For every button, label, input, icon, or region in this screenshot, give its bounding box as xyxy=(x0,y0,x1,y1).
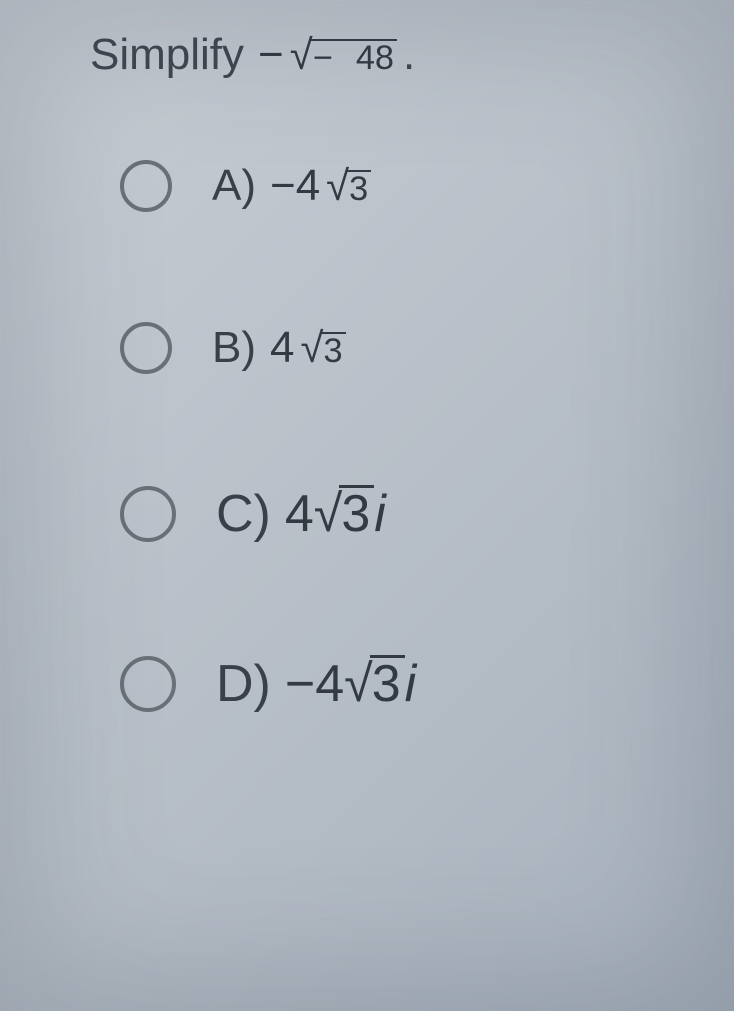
sqrt-symbol: √ 3 xyxy=(344,655,404,710)
option-letter: C) xyxy=(216,484,271,544)
option-expression: −4 √ 3 i xyxy=(285,654,416,714)
question-prompt: Simplify − √ − 48 . xyxy=(90,30,694,80)
option-expression: −4 √ 3 xyxy=(270,161,371,211)
sqrt-symbol: √ 3 xyxy=(314,485,374,540)
option-b[interactable]: B) 4 √ 3 xyxy=(120,322,694,374)
sqrt-symbol: √ 3 xyxy=(326,165,371,207)
radio-icon[interactable] xyxy=(120,656,176,712)
option-letter: B) xyxy=(212,323,256,373)
question-radicand: − 48 xyxy=(310,39,397,75)
question-container: Simplify − √ − 48 . A) −4 xyxy=(0,0,734,714)
option-expression: 4 √ 3 xyxy=(270,323,346,373)
option-letter: A) xyxy=(212,161,256,211)
prompt-word: Simplify xyxy=(90,30,244,80)
sqrt-symbol: √ 3 xyxy=(300,327,345,369)
option-c[interactable]: C) 4 √ 3 i xyxy=(120,484,694,544)
radio-icon[interactable] xyxy=(120,160,172,212)
question-period: . xyxy=(403,30,415,80)
imaginary-i: i xyxy=(405,654,417,714)
option-expression: 4 √ 3 i xyxy=(285,484,386,544)
radio-icon[interactable] xyxy=(120,486,176,542)
option-a[interactable]: A) −4 √ 3 xyxy=(120,160,694,212)
leading-sign: − xyxy=(258,30,284,80)
option-letter: D) xyxy=(216,654,271,714)
option-radicand: 3 xyxy=(339,485,374,540)
sqrt-symbol: √ − 48 xyxy=(290,34,397,76)
option-radicand: 3 xyxy=(346,170,371,206)
option-radicand: 3 xyxy=(320,332,345,368)
radio-icon[interactable] xyxy=(120,322,172,374)
surd-icon: √ xyxy=(314,488,343,540)
imaginary-i: i xyxy=(374,484,386,544)
option-radicand: 3 xyxy=(370,655,405,710)
option-d[interactable]: D) −4 √ 3 i xyxy=(120,654,694,714)
question-expression: − √ − 48 xyxy=(258,30,397,80)
surd-icon: √ xyxy=(344,658,373,710)
options-list: A) −4 √ 3 B) 4 √ 3 xyxy=(90,160,694,714)
